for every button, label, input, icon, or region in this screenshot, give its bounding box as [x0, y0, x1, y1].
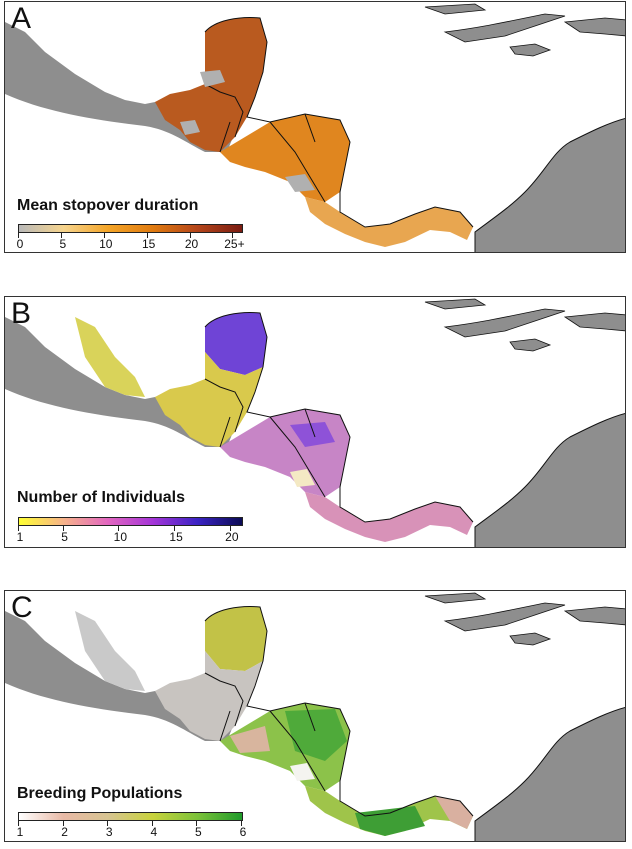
costa-rica-panama-region — [305, 492, 473, 542]
legend-tick-label: 4 — [150, 825, 158, 839]
map-a — [5, 2, 625, 252]
honduras-nicaragua-region — [220, 114, 350, 202]
cuba-land — [443, 13, 566, 43]
south-america-land — [474, 707, 625, 841]
legend-tick-label: 15 — [169, 530, 183, 544]
map-b — [5, 297, 625, 547]
map-panel-a: A Mean stopover duration 0 5 10 15 20 25+ — [4, 1, 626, 253]
legend-tick-label: 1 — [16, 825, 24, 839]
legend-tick-label: 2 — [61, 825, 68, 839]
cuba-land — [443, 308, 566, 338]
legend-tick-label: 5 — [195, 825, 202, 839]
legend-tick-label: 15 — [141, 237, 156, 251]
jamaica-land — [509, 338, 552, 352]
legend-tick — [118, 526, 120, 531]
legend-tick — [18, 821, 19, 826]
legend-tick — [146, 233, 148, 238]
legend-tick-label: 1 — [16, 530, 24, 544]
costa-rica-panama-region — [305, 786, 473, 836]
legend-tick-label: 0 — [16, 237, 24, 251]
legend-tick-label: 25+ — [224, 237, 245, 251]
legend-tick — [232, 233, 234, 238]
cuba-land — [443, 602, 566, 632]
legend-tick — [18, 233, 19, 238]
legend-tick — [241, 821, 242, 826]
hispaniola-land — [563, 312, 625, 332]
map-panel-c: C Breeding Populations 1 2 3 4 5 6 — [4, 590, 626, 842]
legend-tick-label: 6 — [239, 825, 247, 839]
legend-tick-label: 20 — [225, 530, 239, 544]
legend-tick — [189, 233, 191, 238]
guatemala-region — [155, 352, 263, 447]
south-america-land — [474, 118, 625, 252]
costa-rica-panama-region — [305, 197, 473, 247]
legend-tick — [229, 526, 231, 531]
legend-tick-label: 10 — [113, 530, 128, 544]
jamaica-land — [509, 43, 552, 57]
top-islands — [424, 3, 487, 15]
legend-tick — [196, 821, 198, 826]
map-panel-b: B Number of Individuals 1 5 10 15 20 — [4, 296, 626, 548]
legend-tick-label: 5 — [59, 237, 67, 251]
panel-letter: C — [11, 591, 33, 624]
hispaniola-land — [563, 17, 625, 37]
hispaniola-land — [563, 606, 625, 626]
legend-tick-label: 10 — [99, 237, 113, 251]
legend-tick — [107, 821, 109, 826]
legend-ticks: 1 5 10 15 20 — [17, 526, 241, 544]
legend-colorbar — [18, 224, 243, 233]
map-c — [5, 591, 625, 841]
top-islands — [424, 592, 487, 604]
legend-tick — [62, 821, 64, 826]
legend-ticks: 0 5 10 15 20 25+ — [17, 233, 245, 251]
yucatan-region — [205, 312, 267, 375]
south-america-land — [474, 413, 625, 547]
legend-tick — [151, 821, 153, 826]
legend-tick-label: 3 — [105, 825, 113, 839]
panel-letter: B — [11, 297, 32, 330]
legend-tick-label: 20 — [184, 237, 199, 251]
legend-ticks: 1 2 3 4 5 6 — [17, 821, 246, 839]
legend-colorbar — [18, 517, 243, 526]
jamaica-land — [509, 632, 552, 646]
top-islands — [424, 298, 487, 310]
legend-tick — [62, 526, 64, 531]
guatemala-region — [155, 651, 263, 741]
legend-tick — [174, 526, 176, 531]
legend-title: Mean stopover duration — [17, 197, 199, 214]
panel-letter: A — [11, 2, 32, 35]
legend-title: Breeding Populations — [17, 785, 183, 802]
legend-tick-label: 5 — [61, 530, 68, 544]
legend-tick — [60, 233, 62, 238]
legend-colorbar — [18, 812, 243, 821]
legend-title: Number of Individuals — [17, 489, 186, 506]
legend-tick — [18, 526, 19, 531]
yucatan-region — [205, 606, 267, 671]
legend-tick — [103, 233, 105, 238]
